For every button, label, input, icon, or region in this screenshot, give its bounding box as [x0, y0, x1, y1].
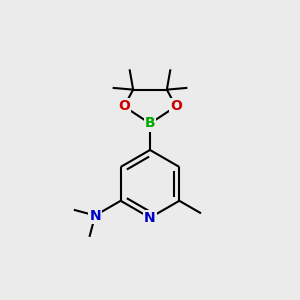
Text: O: O [118, 99, 130, 113]
Text: O: O [170, 99, 182, 113]
Text: N: N [89, 208, 101, 223]
Text: B: B [145, 116, 155, 130]
Text: N: N [144, 211, 156, 225]
